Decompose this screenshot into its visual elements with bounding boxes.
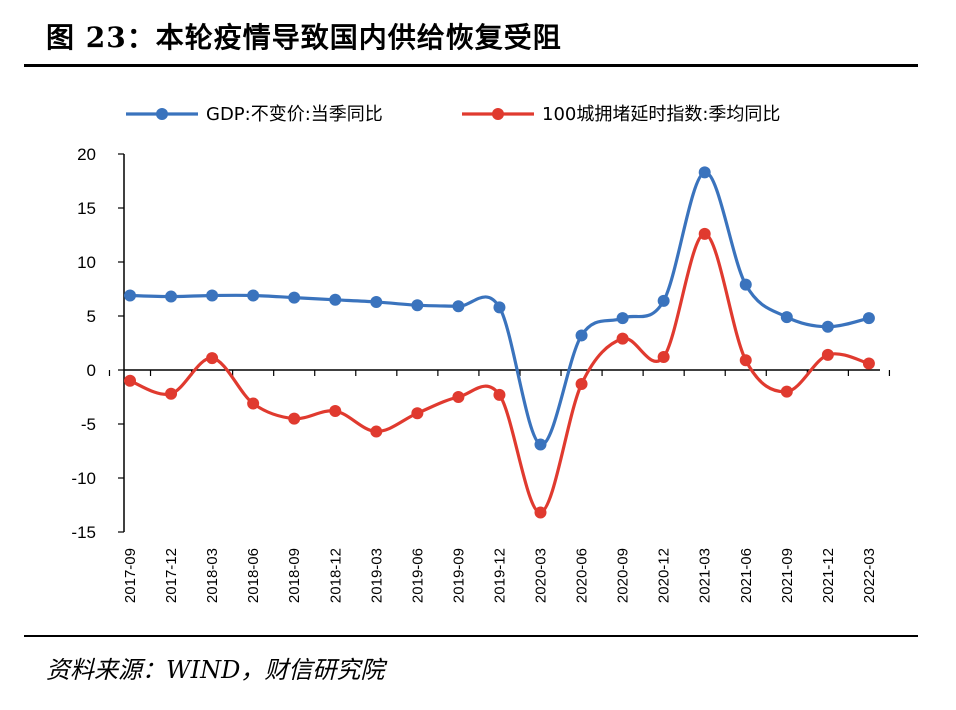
data-point [370,295,383,308]
series-line [129,170,870,447]
x-tick-label: 2020-06 [574,548,591,603]
data-point [780,311,793,324]
data-point [657,294,670,307]
x-tick-label: 2020-03 [533,548,550,603]
source-note: 资料来源：WIND，财信研究院 [46,656,385,684]
x-axis-ticks: 2017-09 2017-12 2018-03 2018-06 2018-09 2018-… [108,370,891,603]
legend-swatch-marker [156,108,168,120]
x-tick-label: 2019-09 [450,548,467,603]
y-tick-label: 20 [77,145,96,164]
data-point [821,320,834,333]
data-point [698,166,711,179]
legend-item-congestion: 100城拥堵延时指数:季均同比 [462,104,780,125]
data-point [206,289,219,302]
data-point [165,290,178,303]
x-tick-label: 2020-09 [615,548,632,603]
top-rule [24,64,918,67]
data-point [575,378,588,391]
x-tick-label: 2021-12 [820,548,837,603]
x-tick-label: 2019-12 [491,548,508,603]
series-gdp [124,166,875,451]
data-point [821,348,834,361]
legend-swatch-marker [492,108,504,120]
legend-label: GDP:不变价:当季同比 [206,104,383,125]
data-point [493,301,506,314]
y-tick-label: -15 [71,523,96,542]
data-point [288,412,301,425]
data-point [657,351,670,364]
data-point [411,299,424,312]
data-point [370,425,383,438]
data-point [534,506,547,519]
y-tick-label: -10 [71,469,96,488]
axes [123,154,880,532]
data-point [575,329,588,342]
x-tick-label: 2017-09 [122,548,139,603]
y-tick-label: 10 [77,253,96,272]
series-group [124,166,875,519]
data-point [247,397,260,410]
data-point [288,291,301,304]
data-point [739,354,752,367]
x-tick-label: 2020-12 [656,548,673,603]
x-tick-label: 2019-03 [368,548,385,603]
x-tick-label: 2018-09 [286,548,303,603]
x-tick-label: 2017-12 [163,548,180,603]
data-point [780,385,793,398]
figure-title: 图 23：本轮疫情导致国内供给恢复受阻 [46,21,562,54]
data-point [247,289,260,302]
bottom-rule [24,635,918,637]
x-tick-label: 2021-09 [779,548,796,603]
data-point [616,312,629,325]
data-point [329,405,342,418]
data-point [165,387,178,400]
data-point [698,227,711,240]
data-point [616,332,629,345]
x-tick-label: 2018-12 [327,548,344,603]
data-point [452,391,465,403]
x-tick-label: 2021-03 [697,548,714,603]
series-congestion [124,227,875,519]
y-tick-label: 15 [77,199,96,218]
x-tick-label: 2018-06 [245,548,262,603]
data-point [329,293,342,306]
y-tick-label: 0 [87,361,96,380]
y-tick-label: 5 [87,307,96,326]
data-point [493,388,506,401]
y-tick-label: -5 [81,415,96,434]
data-point [124,374,136,387]
x-tick-label: 2018-03 [204,548,221,603]
data-point [411,407,424,420]
data-point [534,438,547,451]
y-axis-ticks: -15 -10 -5 0 5 10 15 20 [71,145,124,542]
x-tick-label: 2022-03 [861,548,878,603]
data-point [206,352,219,365]
data-point [862,312,875,325]
data-point [739,278,752,291]
legend-item-gdp: GDP:不变价:当季同比 [126,104,383,125]
x-tick-label: 2019-06 [409,548,426,603]
data-point [862,357,875,370]
x-tick-label: 2021-06 [738,548,755,603]
series-line [129,232,870,515]
legend-label: 100城拥堵延时指数:季均同比 [542,104,780,125]
legend: GDP:不变价:当季同比 100城拥堵延时指数:季均同比 [126,104,780,125]
data-point [124,289,136,302]
data-point [452,300,465,313]
